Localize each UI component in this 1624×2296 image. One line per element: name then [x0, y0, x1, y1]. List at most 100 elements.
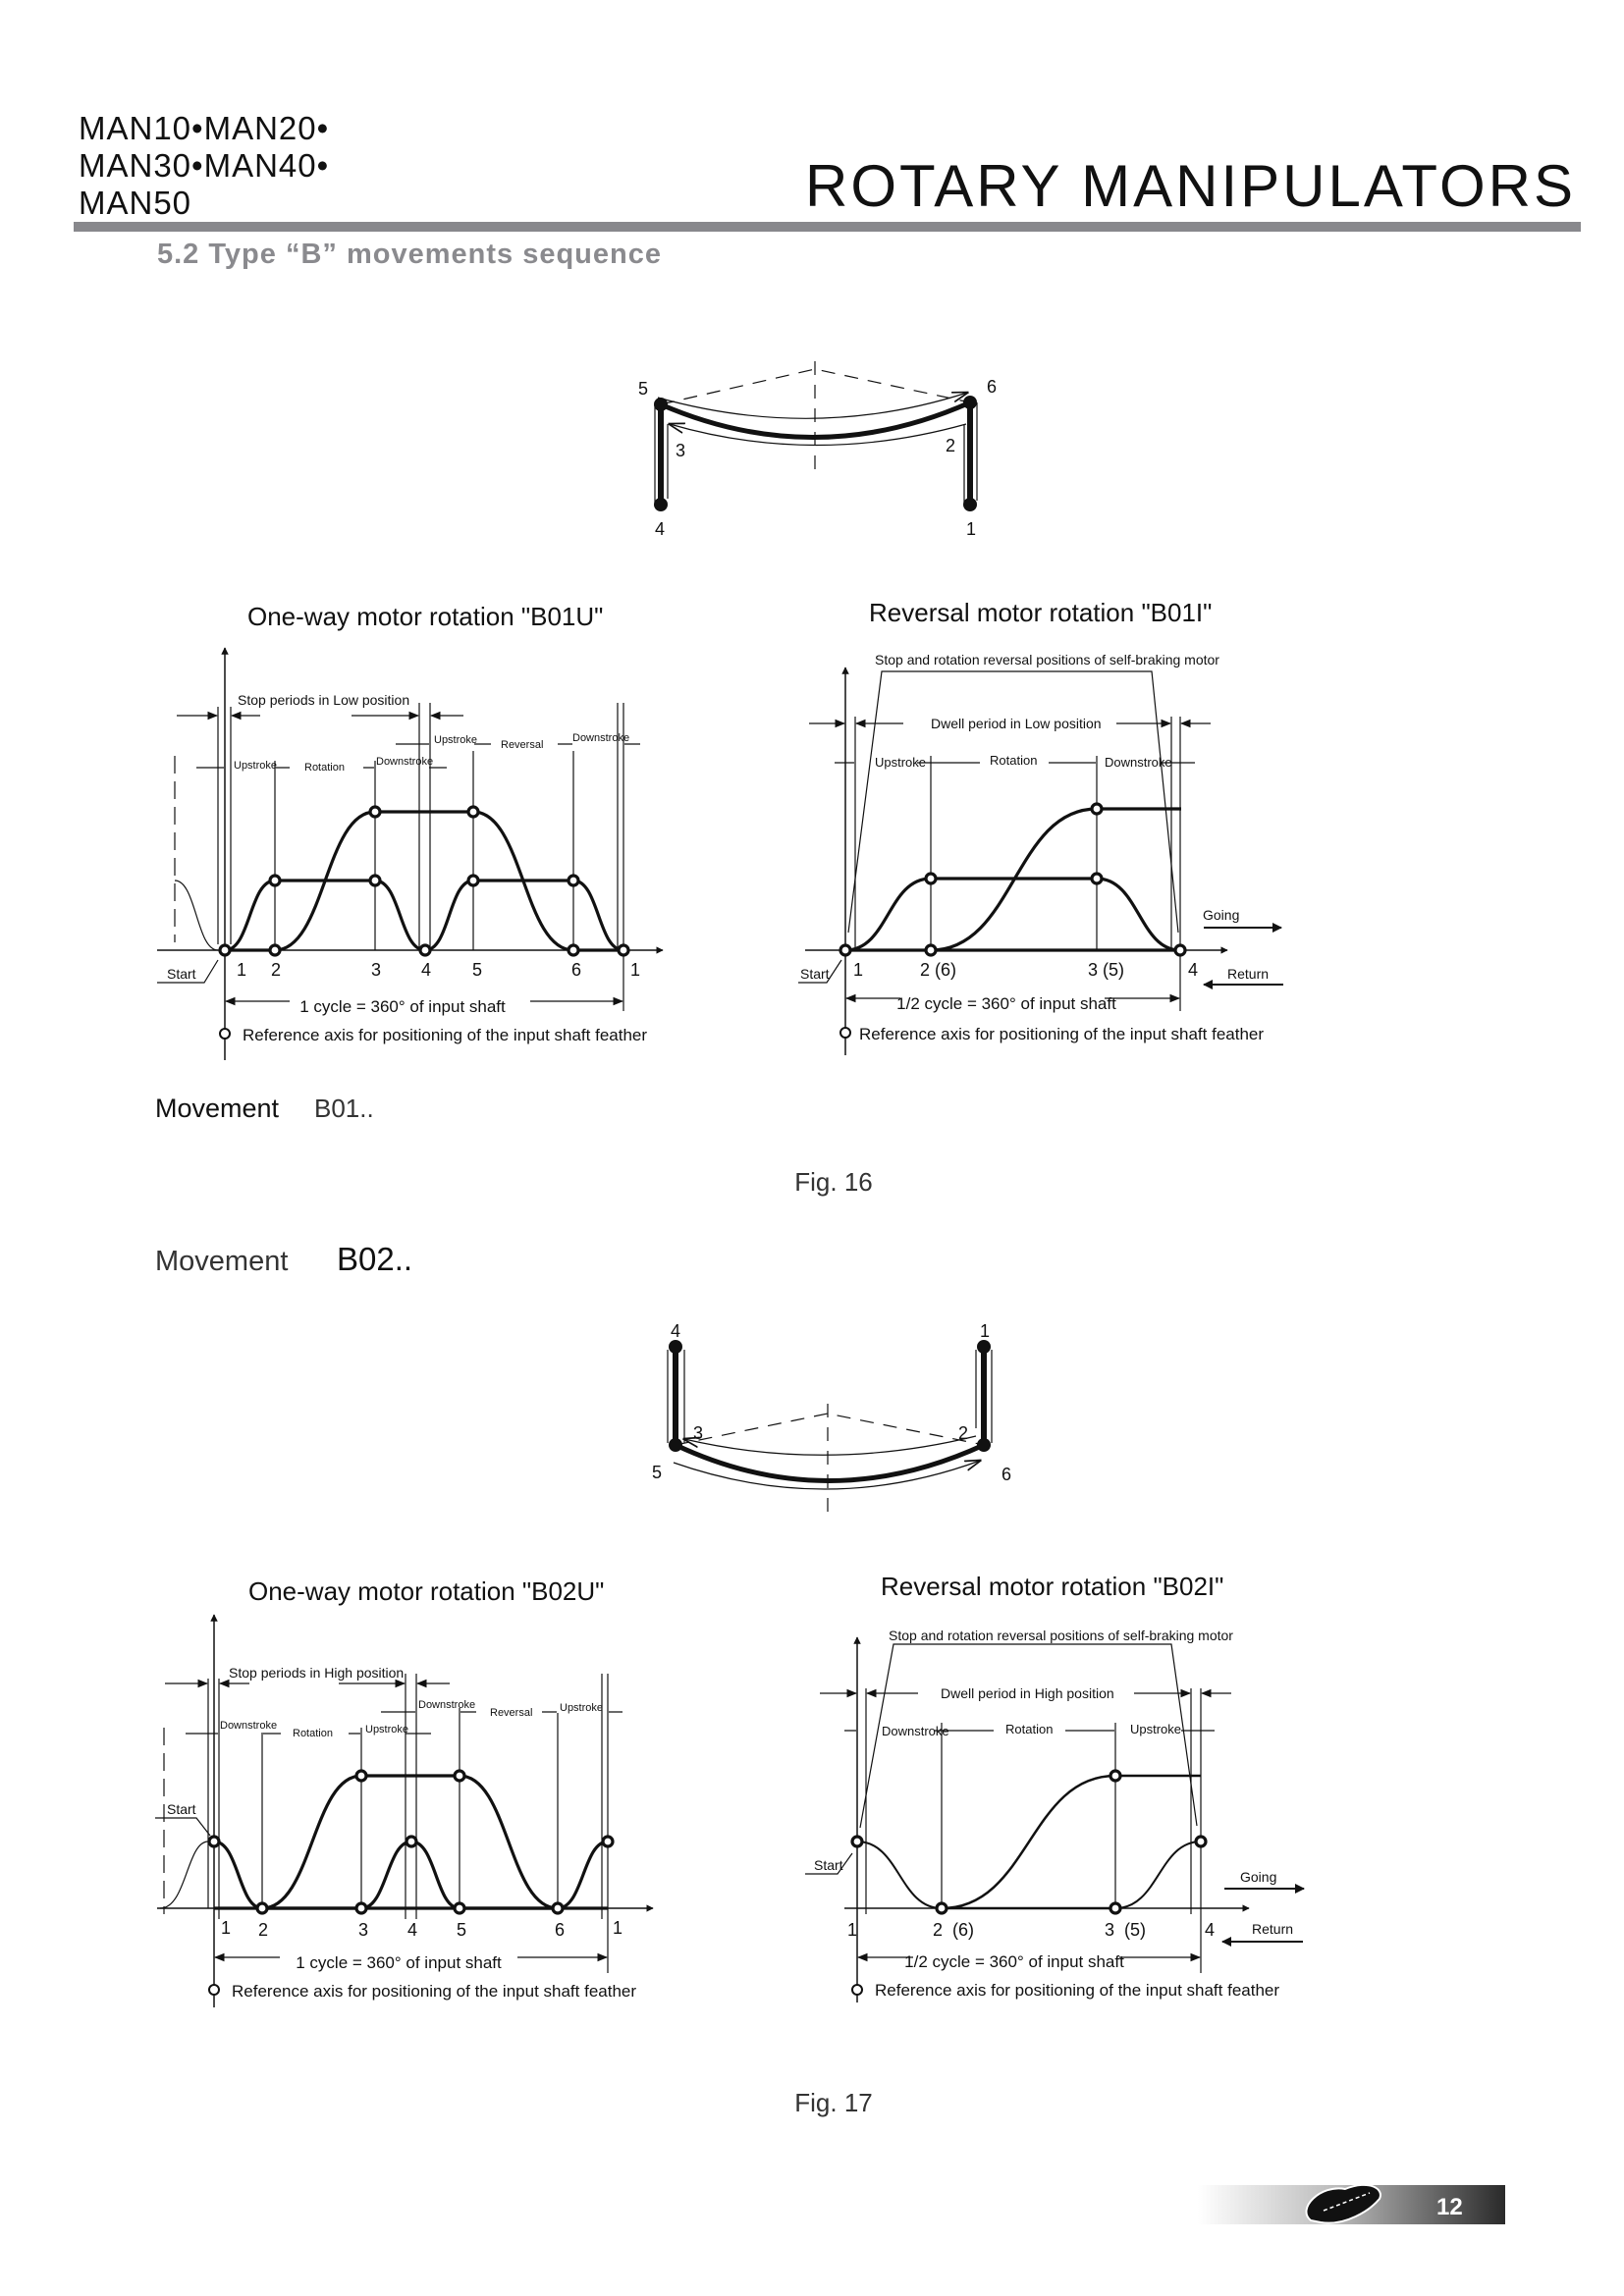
arm-label-6: 6 [1001, 1465, 1011, 1484]
movement-label: Movement [155, 1094, 280, 1123]
position-label: 1 [221, 1918, 231, 1938]
position-markers [207, 1769, 615, 1915]
position-label: 4 [1188, 960, 1198, 980]
position-markers [850, 1769, 1208, 1915]
movement-b02-caption: Movement B02.. [155, 1241, 412, 1277]
position-label: 6 [555, 1920, 565, 1940]
position-label: 5 [457, 1920, 466, 1940]
position-label: 1 [630, 960, 640, 980]
footer: 12 [1198, 2183, 1505, 2224]
position-label: 6 [571, 960, 581, 980]
diagram-title: One-way motor rotation "B02U" [248, 1576, 604, 1606]
reference-note: Reference axis for positioning of the in… [875, 1981, 1279, 2000]
phase-rotation: Rotation [990, 753, 1037, 768]
diagram-b01i: Reversal motor rotation "B01I" Stop and … [798, 598, 1283, 1055]
phase-rotation: Rotation [1005, 1722, 1053, 1736]
arm-label-4: 4 [671, 1321, 680, 1341]
phase-downstroke: Downstroke [1105, 755, 1172, 770]
figure-caption: Fig. 16 [794, 1167, 873, 1197]
dwell-label: Dwell period in Low position [931, 716, 1102, 731]
models-line-1: MAN10•MAN20• [79, 110, 329, 146]
phase-upstroke: Upstroke [365, 1724, 408, 1735]
arm-label-3: 3 [693, 1423, 703, 1443]
reference-note: Reference axis for positioning of the in… [859, 1025, 1264, 1043]
phase-upstroke: Upstroke [875, 755, 926, 770]
stop-note: Stop and rotation reversal positions of … [889, 1628, 1233, 1643]
phase-upstroke: Upstroke [1130, 1722, 1181, 1736]
cycle-label: 1 cycle = 360° of input shaft [299, 997, 506, 1016]
start-label: Start [167, 966, 196, 982]
arm-label-5: 5 [638, 379, 648, 399]
position-label: 4 [1205, 1920, 1215, 1940]
header: MAN10•MAN20• MAN30•MAN40• MAN50 ROTARY M… [74, 110, 1581, 270]
movement-label: Movement [155, 1246, 288, 1277]
phase-reversal: Reversal [501, 739, 543, 751]
arm-diagram-b01: 1 2 3 4 5 6 [638, 361, 997, 539]
position-label: 4 [421, 960, 431, 980]
start-label: Start [814, 1857, 843, 1873]
position-label: 2 [258, 1920, 268, 1940]
position-label: 4 [407, 1920, 417, 1940]
position-markers [839, 802, 1187, 957]
return-label: Return [1252, 1921, 1293, 1937]
arm-label-5: 5 [652, 1463, 662, 1482]
dwell-label: Dwell period in High position [941, 1685, 1114, 1701]
arm-label-6: 6 [987, 377, 997, 397]
arm-label-1: 1 [980, 1321, 990, 1341]
diagram-title: One-way motor rotation "B01U" [247, 602, 603, 631]
position-label: 3 (5) [1105, 1920, 1146, 1940]
phase-downstroke: Downstroke [418, 1699, 475, 1711]
movement-code: B02.. [337, 1241, 412, 1277]
cycle-label: 1 cycle = 360° of input shaft [296, 1953, 502, 1972]
section-heading: 5.2 Type “B” movements sequence [157, 239, 662, 270]
position-label: 2 (6) [933, 1920, 974, 1940]
arm-label-4: 4 [655, 519, 665, 539]
stop-periods-label: Stop periods in Low position [238, 692, 409, 708]
position-label: 1 [847, 1920, 857, 1940]
return-label: Return [1227, 966, 1269, 982]
start-label: Start [800, 966, 830, 982]
cycle-label: 1/2 cycle = 360° of input shaft [904, 1952, 1124, 1971]
position-label: 5 [472, 960, 482, 980]
diagram-b01u: One-way motor rotation "B01U" Stop perio… [157, 602, 664, 1060]
movement-code: B01.. [314, 1094, 374, 1123]
document-title: ROTARY MANIPULATORS [805, 153, 1576, 219]
position-label: 1 [613, 1918, 623, 1938]
cycle-label: 1/2 cycle = 360° of input shaft [896, 994, 1116, 1013]
phase-reversal: Reversal [490, 1707, 532, 1719]
arm-label-1: 1 [966, 519, 976, 539]
arm-label-2: 2 [946, 436, 955, 455]
phase-rotation: Rotation [304, 762, 345, 774]
phase-upstroke: Upstroke [434, 734, 477, 746]
position-label: 3 (5) [1088, 960, 1124, 980]
phase-downstroke: Downstroke [572, 732, 629, 744]
phase-downstroke: Downstroke [376, 756, 433, 768]
phase-upstroke: Upstroke [234, 760, 277, 772]
position-label: 2 [271, 960, 281, 980]
diagram-b02u: One-way motor rotation "B02U" Stop perio… [155, 1576, 654, 2007]
company-logo-icon [1305, 2183, 1381, 2224]
diagram-b02i: Reversal motor rotation "B02I" Stop and … [805, 1572, 1305, 2002]
phase-downstroke: Downstroke [882, 1724, 949, 1738]
position-label: 2 (6) [920, 960, 956, 980]
stop-note: Stop and rotation reversal positions of … [875, 652, 1219, 667]
phase-upstroke: Upstroke [560, 1702, 603, 1714]
position-label: 3 [371, 960, 381, 980]
phase-downstroke: Downstroke [220, 1720, 277, 1732]
figure-caption: Fig. 17 [794, 2088, 873, 2117]
models-line-2: MAN30•MAN40• [79, 147, 329, 184]
reference-note: Reference axis for positioning of the in… [243, 1026, 647, 1044]
page-number: 12 [1436, 2194, 1463, 2220]
stop-periods-label: Stop periods in High position [229, 1665, 404, 1681]
header-rule [74, 222, 1581, 232]
models-line-3: MAN50 [79, 185, 191, 221]
arm-label-2: 2 [958, 1423, 968, 1443]
diagram-title: Reversal motor rotation "B02I" [881, 1572, 1223, 1601]
start-label: Start [167, 1801, 196, 1817]
movement-b01-caption: Movement B01.. [155, 1094, 374, 1123]
position-label: 1 [237, 960, 246, 980]
reference-note: Reference axis for positioning of the in… [232, 1982, 636, 2001]
phase-rotation: Rotation [293, 1728, 333, 1739]
position-label: 3 [358, 1920, 368, 1940]
